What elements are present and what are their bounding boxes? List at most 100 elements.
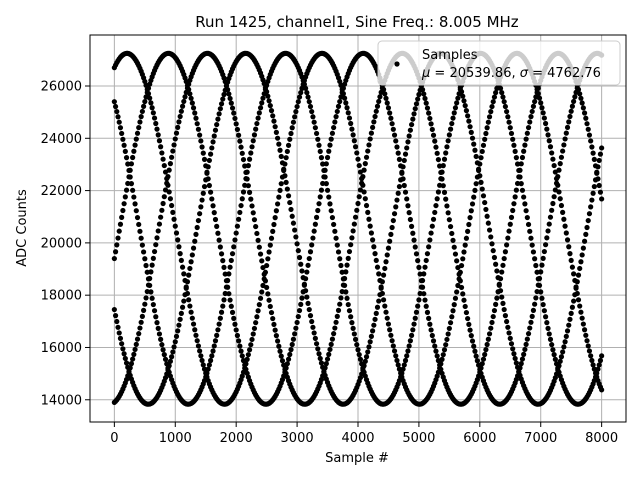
data-point — [299, 295, 305, 301]
data-point — [518, 161, 524, 167]
x-tick-label: 0 — [110, 431, 118, 446]
data-point — [501, 306, 507, 313]
data-point — [541, 308, 547, 314]
data-point — [339, 89, 345, 96]
data-point — [485, 336, 491, 342]
data-point — [278, 153, 284, 160]
data-point — [201, 366, 208, 372]
data-point — [115, 324, 121, 330]
data-point — [189, 100, 195, 106]
data-point — [595, 366, 601, 372]
data-point — [243, 366, 249, 372]
data-point — [599, 353, 605, 359]
data-point — [333, 114, 339, 120]
data-point — [321, 174, 327, 180]
data-point — [301, 81, 307, 87]
data-point — [149, 262, 155, 268]
data-point — [501, 255, 507, 262]
data-point — [139, 242, 145, 248]
data-point — [335, 249, 342, 255]
data-point — [504, 242, 510, 248]
data-point — [540, 255, 546, 261]
data-point — [546, 221, 552, 227]
data-point — [432, 209, 438, 216]
data-point — [352, 214, 359, 220]
data-point — [502, 249, 508, 255]
data-point — [411, 111, 417, 117]
data-point — [115, 114, 121, 120]
data-point — [467, 327, 473, 333]
data-point — [332, 228, 338, 234]
data-point — [256, 110, 262, 116]
data-point — [437, 163, 443, 169]
data-point — [493, 90, 499, 96]
data-point — [541, 248, 547, 255]
data-point — [578, 95, 584, 101]
data-point — [250, 331, 256, 337]
data-point — [367, 136, 373, 142]
data-point — [488, 234, 494, 240]
x-tick-label: 8000 — [585, 431, 618, 446]
data-point — [178, 310, 184, 316]
data-point — [493, 301, 499, 307]
data-point — [494, 268, 500, 274]
data-point — [413, 251, 420, 257]
data-point — [572, 292, 578, 298]
data-point — [558, 154, 565, 160]
data-point — [165, 367, 171, 373]
data-point — [138, 319, 144, 325]
axis-ticks: 0 1000 2000 3000 4000 5000 6000 7000 8000 14000 16… — [41, 79, 619, 446]
data-point — [539, 105, 545, 111]
data-point — [461, 98, 467, 104]
data-point — [466, 321, 472, 328]
data-point — [133, 136, 139, 142]
data-point — [321, 369, 327, 375]
data-point — [134, 214, 141, 221]
data-point — [521, 194, 527, 200]
data-point — [575, 297, 582, 303]
data-point — [215, 116, 221, 122]
data-point — [315, 207, 321, 214]
data-point — [350, 325, 356, 331]
data-point — [416, 264, 422, 270]
data-point — [177, 251, 183, 257]
data-point — [181, 98, 187, 105]
data-point — [543, 120, 549, 127]
data-point — [349, 126, 355, 132]
data-point — [482, 136, 488, 142]
data-point — [422, 95, 428, 102]
data-point — [284, 148, 290, 155]
data-point — [205, 366, 211, 372]
data-point — [197, 348, 203, 354]
data-point — [370, 124, 376, 131]
data-point — [489, 241, 495, 247]
data-point — [518, 361, 524, 367]
data-point — [597, 357, 604, 364]
data-point — [266, 98, 272, 104]
data-point — [188, 95, 194, 101]
data-point — [452, 105, 459, 111]
data-point — [218, 101, 225, 107]
data-point — [295, 99, 301, 105]
data-point — [261, 80, 267, 87]
data-point — [527, 119, 533, 125]
data-point — [189, 315, 195, 321]
data-point — [264, 284, 270, 291]
data-point — [524, 214, 530, 221]
data-point — [239, 353, 245, 359]
data-point — [362, 196, 368, 202]
data-point — [130, 187, 136, 193]
data-point — [132, 142, 138, 148]
data-point — [166, 363, 172, 369]
data-point — [132, 346, 138, 353]
data-point — [379, 279, 385, 285]
data-point — [317, 355, 323, 362]
data-point — [265, 93, 271, 99]
data-point — [577, 303, 583, 309]
data-point — [355, 156, 361, 162]
data-point — [169, 202, 175, 209]
data-point — [585, 343, 591, 349]
data-point — [337, 256, 343, 262]
data-point — [543, 314, 549, 320]
data-point — [305, 94, 311, 100]
